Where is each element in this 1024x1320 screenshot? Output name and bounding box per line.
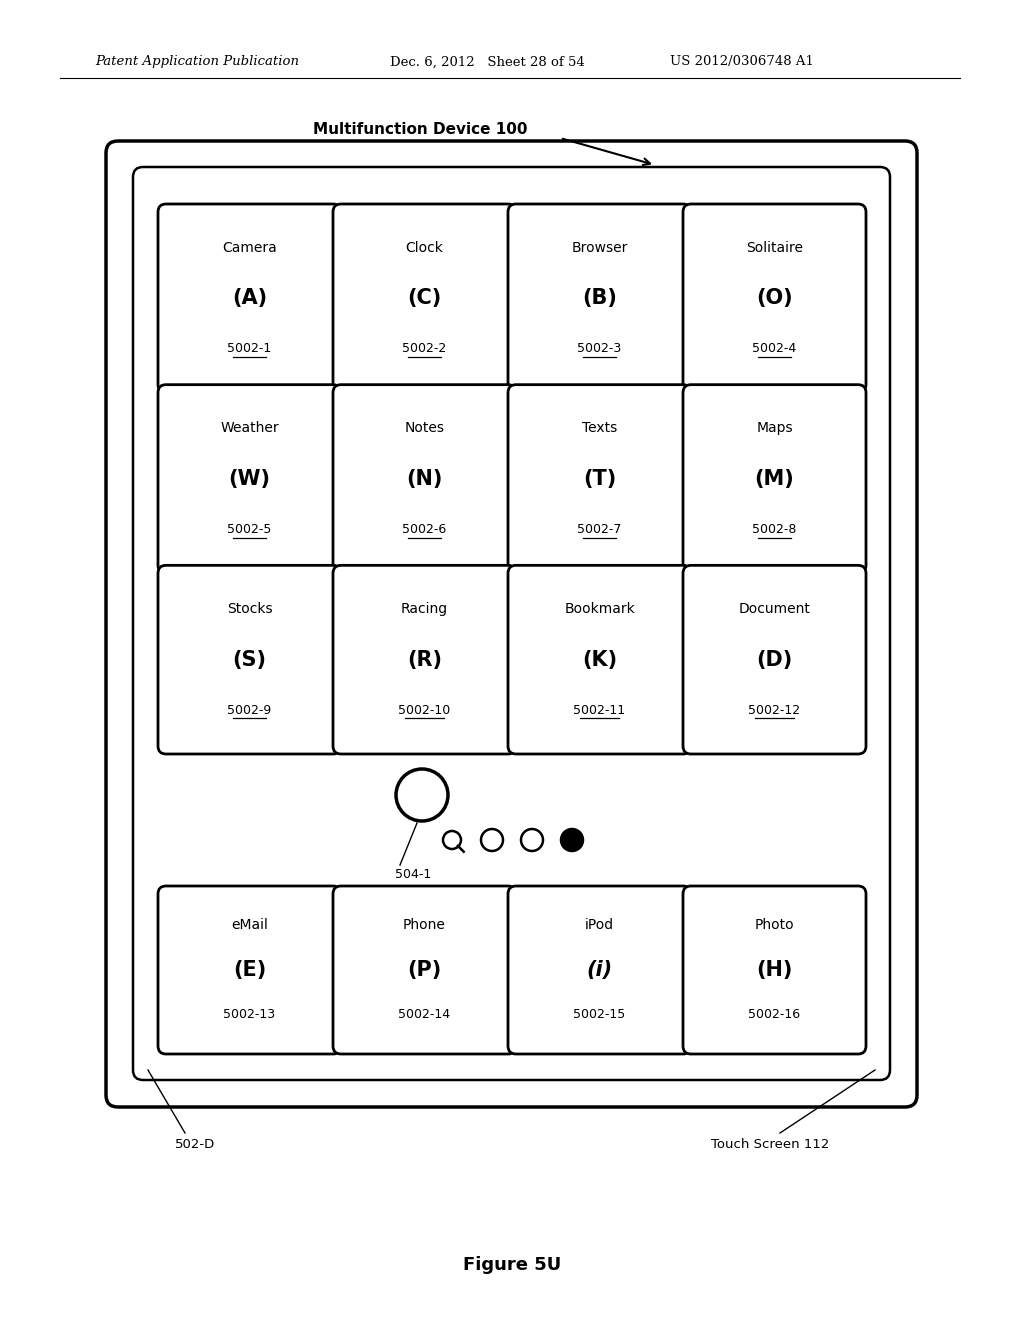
Text: 5002-10: 5002-10 (398, 704, 451, 717)
FancyBboxPatch shape (158, 205, 341, 392)
Text: (M): (M) (755, 469, 795, 488)
Text: 5002-7: 5002-7 (578, 523, 622, 536)
Text: eMail: eMail (231, 919, 268, 932)
FancyBboxPatch shape (158, 384, 341, 573)
Text: (C): (C) (408, 288, 441, 309)
Text: (R): (R) (407, 649, 442, 669)
FancyBboxPatch shape (683, 886, 866, 1053)
Text: Multifunction Device 100: Multifunction Device 100 (312, 123, 527, 137)
Text: (T): (T) (583, 469, 616, 488)
Text: Photo: Photo (755, 919, 795, 932)
Text: 5002-14: 5002-14 (398, 1008, 451, 1022)
Text: 5002-1: 5002-1 (227, 342, 271, 355)
Text: Weather: Weather (220, 421, 279, 436)
FancyBboxPatch shape (158, 886, 341, 1053)
Text: Figure 5U: Figure 5U (463, 1257, 561, 1274)
FancyBboxPatch shape (508, 565, 691, 754)
Text: 5002-8: 5002-8 (753, 523, 797, 536)
Text: Notes: Notes (404, 421, 444, 436)
Text: US 2012/0306748 A1: US 2012/0306748 A1 (670, 55, 814, 69)
Text: (i): (i) (587, 960, 612, 979)
Text: (E): (E) (232, 960, 266, 979)
Text: (D): (D) (757, 649, 793, 669)
Text: 5002-11: 5002-11 (573, 704, 626, 717)
Text: 5002-6: 5002-6 (402, 523, 446, 536)
Text: 502-D: 502-D (175, 1138, 215, 1151)
Text: 5002-4: 5002-4 (753, 342, 797, 355)
Text: Phone: Phone (403, 919, 445, 932)
Text: Solitaire: Solitaire (746, 240, 803, 255)
Text: 5002-3: 5002-3 (578, 342, 622, 355)
Text: Racing: Racing (401, 602, 449, 616)
Text: 5002-13: 5002-13 (223, 1008, 275, 1022)
Text: Camera: Camera (222, 240, 276, 255)
FancyBboxPatch shape (333, 205, 516, 392)
Text: Maps: Maps (756, 421, 793, 436)
Text: Document: Document (738, 602, 810, 616)
FancyBboxPatch shape (106, 141, 918, 1107)
Text: (A): (A) (232, 288, 267, 309)
FancyBboxPatch shape (508, 384, 691, 573)
FancyBboxPatch shape (508, 205, 691, 392)
Text: 5002-5: 5002-5 (227, 523, 271, 536)
FancyBboxPatch shape (683, 565, 866, 754)
Text: 5002-2: 5002-2 (402, 342, 446, 355)
FancyBboxPatch shape (333, 384, 516, 573)
Text: (O): (O) (756, 288, 793, 309)
Text: 504-1: 504-1 (395, 869, 431, 882)
Text: Texts: Texts (582, 421, 617, 436)
Text: (W): (W) (228, 469, 270, 488)
Text: 5002-12: 5002-12 (749, 704, 801, 717)
Text: Patent Application Publication: Patent Application Publication (95, 55, 299, 69)
FancyBboxPatch shape (333, 565, 516, 754)
Text: Stocks: Stocks (226, 602, 272, 616)
Text: iPod: iPod (585, 919, 614, 932)
Text: Dec. 6, 2012   Sheet 28 of 54: Dec. 6, 2012 Sheet 28 of 54 (390, 55, 585, 69)
Text: (K): (K) (582, 649, 617, 669)
Circle shape (561, 829, 583, 851)
Text: (N): (N) (407, 469, 442, 488)
Text: (S): (S) (232, 649, 266, 669)
FancyBboxPatch shape (683, 384, 866, 573)
Text: 5002-15: 5002-15 (573, 1008, 626, 1022)
Text: Touch Screen 112: Touch Screen 112 (711, 1138, 829, 1151)
FancyBboxPatch shape (508, 886, 691, 1053)
Text: Clock: Clock (406, 240, 443, 255)
Text: Bookmark: Bookmark (564, 602, 635, 616)
FancyBboxPatch shape (683, 205, 866, 392)
FancyBboxPatch shape (158, 565, 341, 754)
Text: 5002-16: 5002-16 (749, 1008, 801, 1022)
Text: 5002-9: 5002-9 (227, 704, 271, 717)
Text: (H): (H) (757, 960, 793, 979)
Text: (B): (B) (582, 288, 616, 309)
Text: (P): (P) (408, 960, 441, 979)
FancyBboxPatch shape (133, 168, 890, 1080)
Text: Browser: Browser (571, 240, 628, 255)
FancyBboxPatch shape (333, 886, 516, 1053)
